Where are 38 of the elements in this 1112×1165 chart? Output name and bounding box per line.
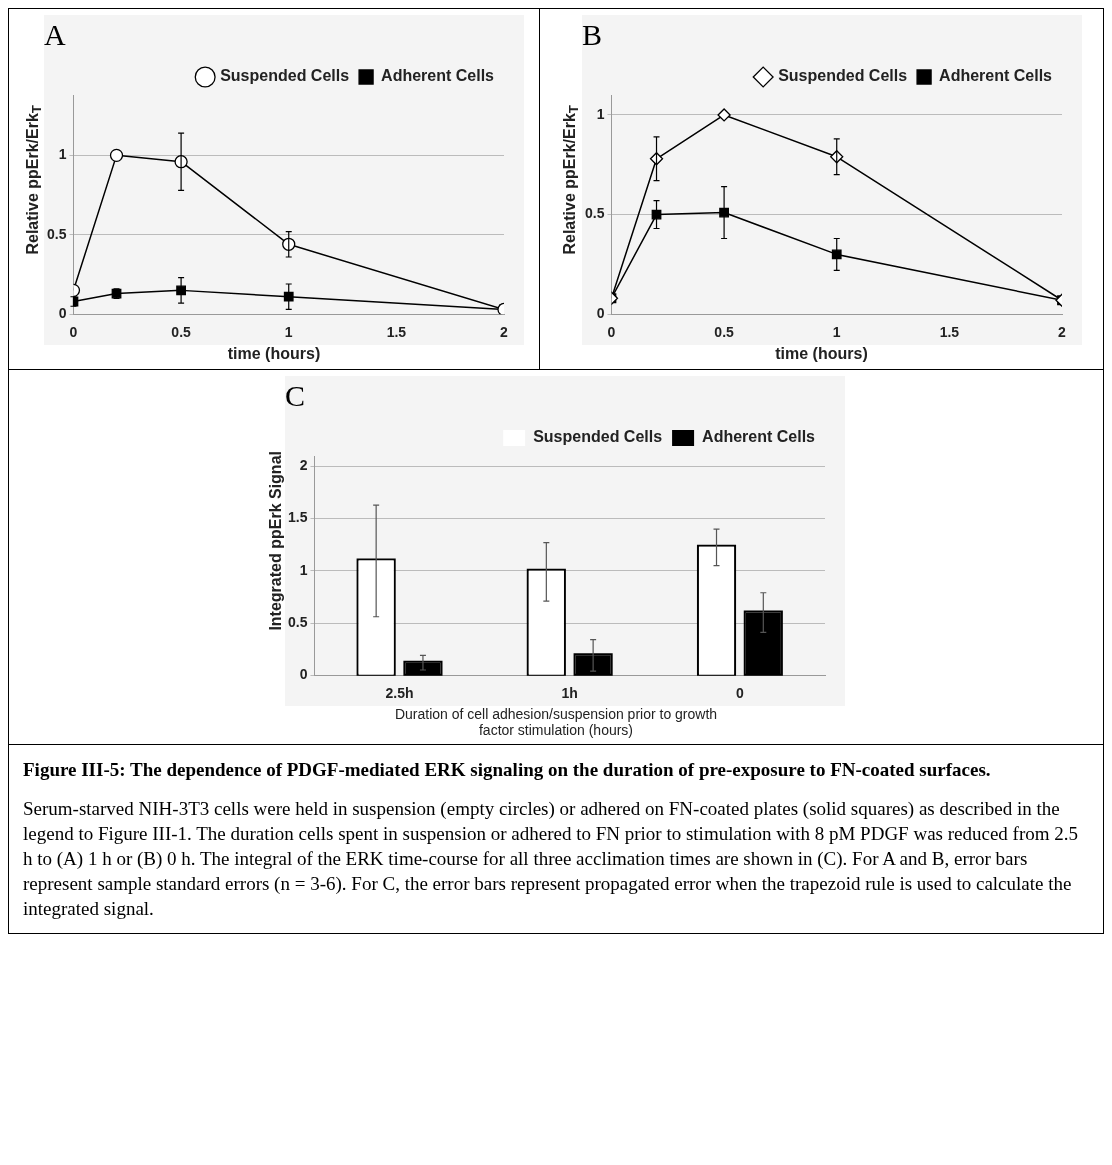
y-tick-label: 1 bbox=[596, 105, 605, 122]
y-tick-label: 1.5 bbox=[287, 509, 308, 526]
y-tick-label: 0 bbox=[299, 666, 308, 683]
y-tick-label: 0.5 bbox=[287, 613, 308, 630]
text: Serum-starved NIH-3T3 cells were held in suspension (empty circles) or adhered on FN-coated plates (solid squares) as described in the legend to Figure III-1. The duration cells spent in suspension or adhered to FN prior to stimulation with 8 pM PDGF was reduced from 2.5 h to (A) 1 h or (B) 0 h. The integral of the ERK time-course for all three acclimation times are shown in (C). For A and B, error bars represent sample standard errors (n = 3-6). For C, the error bars represent propagated error when the trapezoid rule is used to calculate the integrated signal. bbox=[23, 797, 1080, 921]
x-tick-label: 1h bbox=[561, 685, 578, 702]
legend-label: Adherent Cells bbox=[702, 428, 816, 446]
x-tick-label: 0 bbox=[607, 324, 616, 341]
x-axis-title: time (hours) bbox=[226, 345, 322, 363]
x-axis-title: Duration of cell adhesion/suspension prior to growth factor stimulation (hours) bbox=[393, 706, 719, 738]
x-tick-label: 1 bbox=[832, 324, 841, 341]
legend-label: Suspended Cells bbox=[777, 67, 907, 85]
y-tick-label: 0.5 bbox=[47, 225, 67, 242]
y-tick-label: 1 bbox=[299, 561, 308, 578]
y-tick-label: 0.5 bbox=[584, 205, 605, 222]
x-tick-label: 2 bbox=[1057, 324, 1066, 341]
chart-title: A bbox=[44, 17, 67, 51]
x-tick-label: 0 bbox=[736, 685, 745, 702]
legend-label: Adherent Cells bbox=[938, 67, 1052, 85]
x-tick-label: 1.5 bbox=[386, 324, 407, 341]
x-tick-label: 1.5 bbox=[939, 324, 959, 341]
legend-label: Adherent Cells bbox=[381, 67, 495, 85]
x-tick-label: 0 bbox=[69, 324, 78, 341]
x-tick-label: 0.5 bbox=[171, 324, 192, 341]
y-tick-label: 1 bbox=[58, 146, 67, 163]
legend-label: Suspended Cells bbox=[220, 67, 350, 85]
chart-title: C bbox=[285, 378, 306, 412]
x-tick-label: 2 bbox=[500, 324, 509, 341]
chart-title: B bbox=[581, 17, 602, 51]
y-axis-title: Integrated ppErk Signal bbox=[267, 451, 285, 631]
y-tick-label: 0 bbox=[596, 305, 605, 322]
y-tick-label: 0 bbox=[58, 305, 67, 322]
x-tick-label: 2.5h bbox=[385, 685, 414, 702]
x-axis-title: time (hours) bbox=[774, 345, 869, 363]
text: Figure III-5: The dependence of PDGF-mediated ERK signaling on the duration of pre-exposure to FN-coated surfaces. bbox=[23, 758, 992, 782]
legend-label: Suspended Cells bbox=[533, 428, 663, 446]
y-tick-label: 2 bbox=[299, 457, 308, 474]
x-tick-label: 0.5 bbox=[713, 324, 734, 341]
